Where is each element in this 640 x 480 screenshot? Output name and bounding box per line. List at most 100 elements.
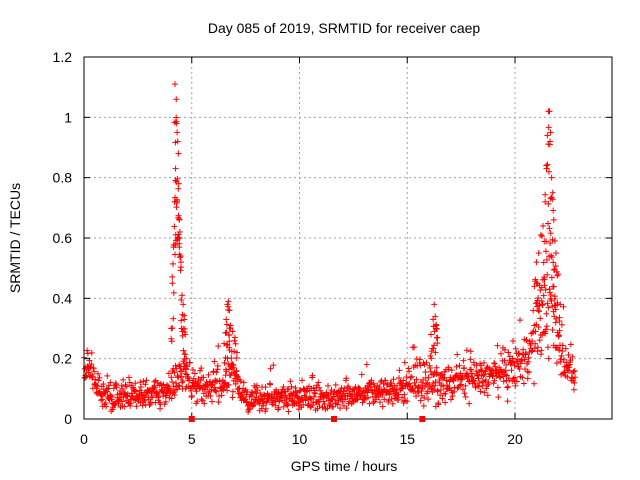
data-point [477, 388, 484, 395]
data-point [482, 368, 489, 375]
data-point [424, 388, 431, 395]
data-point [138, 383, 145, 390]
data-point [421, 394, 428, 401]
data-point [409, 384, 416, 391]
data-point [549, 326, 556, 333]
spike-point [173, 199, 180, 206]
data-point [123, 383, 130, 390]
data-point [427, 364, 434, 371]
spike-point [224, 341, 231, 348]
axis-ticks [83, 56, 612, 420]
data-point [413, 393, 420, 400]
axis-marker [188, 416, 195, 422]
x-tick-label: 0 [80, 431, 88, 447]
data-point [198, 396, 205, 403]
data-point [417, 362, 424, 369]
data-point [321, 401, 328, 408]
data-point [529, 338, 536, 345]
data-point [504, 398, 511, 405]
data-point [461, 364, 468, 371]
x-tick-label: 20 [507, 431, 523, 447]
data-point [553, 360, 560, 367]
data-point [309, 372, 316, 379]
data-point [370, 380, 377, 387]
data-point [559, 347, 566, 354]
data-point [476, 379, 483, 386]
data-point [343, 405, 350, 412]
data-point [472, 378, 479, 385]
data-point [91, 368, 98, 375]
spike-point [176, 235, 183, 242]
y-tick-label: 0.2 [53, 351, 73, 367]
data-point [334, 401, 341, 408]
data-point [165, 370, 172, 377]
data-point [435, 401, 442, 408]
spike-point [549, 196, 556, 203]
spike-point [228, 355, 235, 362]
data-point [485, 381, 492, 388]
data-point [491, 360, 498, 367]
spike-point [544, 161, 551, 168]
data-point [515, 350, 522, 357]
data-point [503, 361, 510, 368]
data-point [539, 332, 546, 339]
spike-point [544, 132, 551, 139]
data-point [406, 380, 413, 387]
spike-point [221, 359, 228, 366]
data-point [133, 403, 140, 410]
y-tick-label: 1.2 [53, 49, 73, 65]
spike-point [434, 325, 441, 332]
data-point [497, 374, 504, 381]
data-point [325, 382, 332, 389]
x-axis-label: GPS time / hours [291, 458, 398, 474]
data-point [462, 382, 469, 389]
data-point [506, 377, 513, 384]
data-point [439, 395, 446, 402]
data-point [426, 381, 433, 388]
y-tick-label: 0 [64, 411, 72, 427]
data-point [175, 382, 182, 389]
spike-point [177, 259, 184, 266]
data-point [225, 381, 232, 388]
data-point [280, 383, 287, 390]
data-point [94, 370, 101, 377]
data-point [430, 386, 437, 393]
data-point [504, 383, 511, 390]
data-point [267, 381, 274, 388]
spike-point [543, 238, 550, 245]
spike-point [534, 297, 541, 304]
axis-marker [419, 416, 426, 422]
data-point [473, 368, 480, 375]
data-point [246, 406, 253, 413]
spike-point [545, 200, 552, 207]
data-point [540, 292, 547, 299]
spike-point [535, 250, 542, 257]
spike-point [176, 240, 183, 247]
data-point [542, 286, 549, 293]
spike-point [540, 222, 547, 229]
spike-point [175, 150, 182, 157]
data-point [146, 402, 153, 409]
data-point [530, 307, 537, 314]
data-point [525, 354, 532, 361]
data-point [188, 392, 195, 399]
spike-point [542, 198, 549, 205]
data-point [559, 342, 566, 349]
data-point [162, 398, 169, 405]
spike-point [544, 220, 551, 227]
spike-point [175, 185, 182, 192]
data-point [422, 369, 429, 376]
data-point [288, 383, 295, 390]
data-point [214, 362, 221, 369]
data-point [287, 378, 294, 385]
data-point [213, 388, 220, 395]
data-point [465, 372, 472, 379]
data-point [207, 393, 214, 400]
data-point [254, 386, 261, 393]
data-point [425, 396, 432, 403]
spike-point [546, 168, 553, 175]
data-point [536, 308, 543, 315]
data-point [88, 349, 95, 356]
data-point [395, 391, 402, 398]
data-point [468, 366, 475, 373]
